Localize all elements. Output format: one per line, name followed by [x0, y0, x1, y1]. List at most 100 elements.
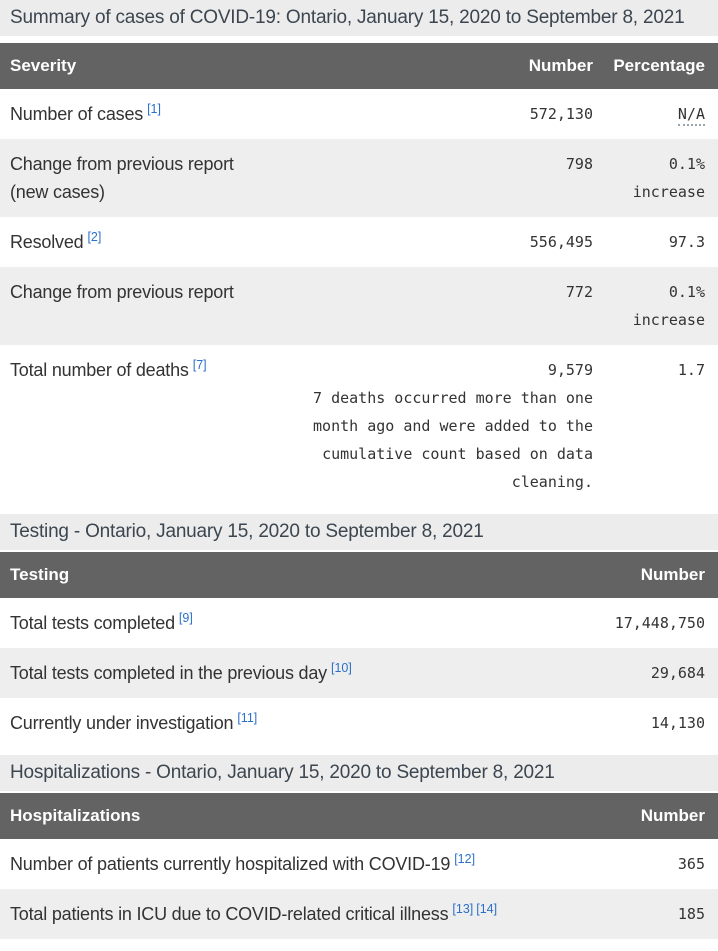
table-row: Total tests completed [9] 17,448,750 — [0, 598, 718, 648]
section-title: Testing - Ontario, January 15, 2020 to S… — [0, 514, 718, 550]
table-row: Currently under investigation [11] 14,130 — [0, 698, 718, 748]
row-percentage-cell: 97.3 — [593, 217, 718, 267]
row-label: Total patients in ICU due to COVID-relat… — [10, 904, 449, 924]
row-percentage-cell: 1.7 — [593, 345, 718, 507]
row-label: Change from previous report — [10, 282, 234, 302]
row-label: Total tests completed in the previous da… — [10, 663, 327, 683]
row-label: Total number of deaths — [10, 360, 189, 380]
table-row: Number of cases [1] 572,130 N/A — [0, 89, 718, 139]
footnote-ref: [1] — [147, 102, 161, 116]
number-value: 14,130 — [650, 714, 705, 732]
number-value: 17,448,750 — [614, 614, 705, 632]
row-number-cell: 29,684 — [540, 648, 718, 698]
column-header: Number — [540, 552, 718, 598]
footnote-link[interactable]: [11] — [237, 711, 258, 725]
row-percentage-cell: N/A — [593, 89, 718, 139]
row-number-cell: 798 — [428, 139, 593, 217]
table-row: Resolved [2] 556,495 97.3 — [0, 217, 718, 267]
row-label-cell: Change from previous report (new cases) — [0, 139, 428, 217]
row-number-cell: 14,130 — [540, 698, 718, 748]
row-label-cell: Currently under investigation [11] — [0, 698, 540, 748]
row-number-cell: 185 — [540, 889, 718, 939]
column-header: Hospitalizations — [0, 793, 540, 839]
footnote-ref: [12] — [454, 852, 475, 866]
table-row: Number of patients currently hospitalize… — [0, 839, 718, 889]
footnote-ref: [11] — [237, 711, 257, 725]
footnote-link[interactable]: [9] — [178, 611, 193, 625]
testing-section: Testing - Ontario, January 15, 2020 to S… — [0, 514, 718, 748]
number-value: 556,495 — [529, 233, 593, 251]
hospitalizations-section: Hospitalizations - Ontario, January 15, … — [0, 755, 718, 951]
row-label-cell: Number of cases [1] — [0, 89, 428, 139]
footnote-link[interactable]: [13] — [452, 902, 474, 916]
number-value: 9,579 — [547, 361, 593, 379]
data-table: Hospitalizations Number Number of patients… — [0, 793, 718, 951]
cases-summary-section: Summary of cases of COVID-19: Ontario, J… — [0, 0, 718, 507]
footnote-ref: [9] — [179, 611, 193, 625]
footnote-link[interactable]: [7] — [192, 358, 207, 372]
row-percentage-cell: 0.1% increase — [593, 267, 718, 345]
table-row: Total number of deaths [7] 9,579 7 deaths o… — [0, 345, 718, 507]
column-header: Severity — [0, 43, 428, 89]
percentage-line: increase — [632, 183, 705, 201]
number-value: 798 — [565, 155, 593, 173]
number-value: 572,130 — [529, 105, 593, 123]
row-label-cell: Total patients in ICU due to COVID-relat… — [0, 889, 540, 939]
row-label-cell: Total tests completed in the previous da… — [0, 648, 540, 698]
column-header: Testing — [0, 552, 540, 598]
column-header: Number — [540, 793, 718, 839]
percentage-value: 97.3 — [668, 233, 705, 251]
row-number-cell: 772 — [428, 267, 593, 345]
footnote-ref: [2] — [87, 230, 101, 244]
row-label-cell: Change from previous report — [0, 267, 428, 345]
row-label: Number of patients currently hospitalize… — [10, 854, 451, 874]
row-number-cell: 572,130 — [428, 89, 593, 139]
percentage-value: 1.7 — [677, 361, 705, 379]
row-number-cell: 17,448,750 — [540, 598, 718, 648]
data-table: Testing Number Total tests completed [9] 17,… — [0, 552, 718, 748]
row-label-cell: Number of patients currently hospitalize… — [0, 839, 540, 889]
row-label: Total tests completed — [10, 613, 175, 633]
row-label-cell: Total patients in ICU on a ventilator du… — [0, 939, 540, 951]
row-label-line2: (new cases) — [10, 182, 105, 202]
column-header: Number — [428, 43, 593, 89]
table-header-row: Testing Number — [0, 552, 718, 598]
footnote-link[interactable]: [10] — [330, 661, 352, 675]
number-value: 185 — [677, 905, 705, 923]
row-number-cell: 556,495 — [428, 217, 593, 267]
row-number-cell: 9,579 7 deaths occurred more than one mon… — [313, 345, 593, 507]
row-number-cell: 115 — [540, 939, 718, 951]
not-applicable-abbr: N/A — [677, 105, 705, 126]
footnote-link[interactable]: [14] — [476, 902, 498, 916]
row-label-cell: Total tests completed [9] — [0, 598, 540, 648]
footnote-link[interactable]: [2] — [87, 230, 102, 244]
number-value: 365 — [677, 855, 705, 873]
footnote-ref: [10] — [331, 661, 352, 675]
footnote-ref: [13] — [452, 902, 473, 916]
table-row: Total tests completed in the previous da… — [0, 648, 718, 698]
table-header-row: Severity Number Percentage — [0, 43, 718, 89]
row-label: Number of cases — [10, 104, 144, 124]
footnote-link[interactable]: [1] — [147, 102, 161, 116]
footnote-ref: [14] — [476, 902, 497, 916]
data-table: Severity Number Percentage Number of cases[… — [0, 43, 718, 507]
number-value: 29,684 — [650, 664, 705, 682]
percentage-line: 0.1% — [668, 283, 705, 301]
column-header: Percentage — [593, 43, 718, 89]
number-value: 772 — [565, 283, 593, 301]
footnote-ref: [7] — [193, 358, 207, 372]
data-cleaning-note: 7 deaths occurred more than one month ag… — [313, 389, 593, 491]
section-title: Hospitalizations - Ontario, January 15, … — [0, 755, 718, 791]
table-row: Total patients in ICU due to COVID-relat… — [0, 889, 718, 939]
percentage-line: increase — [632, 311, 705, 329]
footnote-link[interactable]: [12] — [454, 852, 476, 866]
section-title: Summary of cases of COVID-19: Ontario, J… — [0, 0, 718, 36]
row-label-cell: Resolved [2] — [0, 217, 428, 267]
row-label-cell: Total number of deaths [7] — [0, 345, 428, 507]
table-row: Change from previous report 772 0.1% increa… — [0, 267, 718, 345]
row-number-cell: 365 — [540, 839, 718, 889]
table-header-row: Hospitalizations Number — [0, 793, 718, 839]
row-label: Currently under investigation — [10, 713, 234, 733]
percentage-line: 0.1% — [668, 155, 705, 173]
